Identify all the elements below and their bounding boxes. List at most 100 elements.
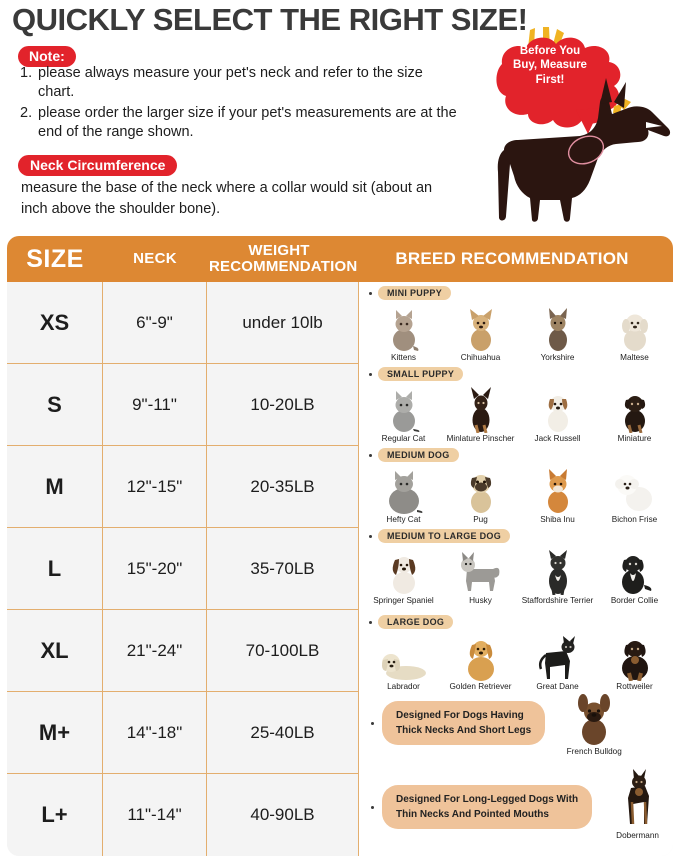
bubble-line-3: First!	[535, 73, 565, 86]
column-header-neck: NECK	[133, 250, 177, 268]
breed-row: Regular Cat Minlature Pinscher	[359, 383, 673, 443]
bubble-line-2: Buy, Measure	[513, 59, 587, 72]
breed-label: Yorkshire	[540, 353, 575, 362]
breed-label: Pug	[473, 515, 488, 524]
bullet-icon	[369, 372, 372, 376]
dog-illustration: Before You Buy, Measure First!	[440, 22, 679, 227]
size-neck-weight-columns: XS 6"-9" under 10lb S 9"-11" 10-20LB M 1…	[7, 282, 358, 856]
breed-item: Minlature Pinscher	[442, 383, 519, 443]
breed-row: Kittens Chihuahua Yorkshir	[359, 302, 673, 362]
breed-label: Minlature Pinscher	[446, 434, 515, 443]
breed-group-tag: LARGE DOG	[378, 615, 454, 629]
breed-group-large-dog: LARGE DOG Labrador	[359, 615, 673, 691]
breed-label: Staffordshire Terrier	[521, 596, 594, 605]
doberman-silhouette-icon	[496, 27, 671, 222]
bubble-text: Before You Buy, Measure First!	[496, 44, 604, 87]
breed-row: Labrador Golden Retriever	[359, 631, 673, 691]
cat-icon	[365, 464, 442, 514]
dog-icon	[596, 464, 673, 514]
table-body: XS 6"-9" under 10lb S 9"-11" 10-20LB M 1…	[7, 282, 673, 856]
cell-weight: 25-40LB	[250, 722, 315, 742]
breed-group-tag: MEDIUM DOG	[378, 448, 459, 462]
collar-measure-line-icon	[567, 135, 605, 165]
column-header-weight: WEIGHT RECOMMENDATION	[207, 243, 358, 275]
special-note-line1: Designed For Dogs Having	[396, 710, 524, 722]
breed-label: Maltese	[620, 353, 649, 362]
breed-recommendation-panel: MINI PUPPY Kittens	[358, 282, 673, 856]
table-row: L+ 11"-14" 40-90LB	[7, 774, 358, 856]
breed-item: Miniature	[596, 383, 673, 443]
breed-item: Husky	[442, 545, 519, 605]
dog-icon	[596, 383, 673, 433]
list-item-text: please always measure your pet's neck an…	[38, 65, 423, 101]
dog-icon	[442, 302, 519, 352]
page-title: QUICKLY SELECT THE RIGHT SIZE!	[12, 2, 528, 37]
breed-label: Border Collie	[610, 596, 659, 605]
breed-group-tag: MEDIUM TO LARGE DOG	[378, 529, 511, 543]
cell-neck: 12"-15"	[103, 446, 207, 527]
cell-weight: 70-100LB	[245, 640, 320, 660]
list-item-number: 2.	[20, 104, 33, 121]
breed-item: Dobermann	[602, 769, 673, 840]
dog-icon	[442, 545, 519, 595]
breed-label: Husky	[469, 596, 492, 605]
breed-label: Miniature	[617, 434, 652, 443]
breed-label: Dobermann	[616, 831, 659, 840]
neck-circumference-description: measure the base of the neck where a col…	[21, 180, 433, 217]
dog-icon	[602, 769, 673, 830]
breed-group-medium-to-large-dog: MEDIUM TO LARGE DOG Springer Spaniel	[359, 529, 673, 605]
breed-group-medium-dog: MEDIUM DOG Hefty Cat	[359, 448, 673, 524]
breed-label: Hefty Cat	[386, 515, 421, 524]
breed-group-header: MEDIUM DOG	[359, 448, 673, 462]
list-item-number: 1.	[20, 65, 33, 81]
table-row: S 9"-11" 10-20LB	[7, 364, 358, 446]
breed-label: Shiba Inu	[540, 515, 575, 524]
breed-row: Hefty Cat Pug Shiba Inu	[359, 464, 673, 524]
breed-item: French Bulldog	[555, 690, 633, 756]
breed-label: Kittens	[390, 353, 417, 362]
dog-icon	[365, 545, 442, 595]
breed-group-header: MINI PUPPY	[359, 286, 673, 300]
dog-icon	[519, 383, 596, 433]
special-row-long-legged: Designed For Long-Legged Dogs With Thin …	[359, 769, 673, 840]
cell-weight: 20-35LB	[250, 476, 315, 496]
dog-body-icon	[497, 78, 671, 222]
cell-neck: 14"-18"	[103, 692, 207, 773]
breed-group-header: MEDIUM TO LARGE DOG	[359, 529, 673, 543]
dog-icon	[596, 302, 673, 352]
bullet-icon	[369, 453, 372, 457]
breed-label: Labrador	[387, 682, 420, 691]
cell-weight: 10-20LB	[250, 394, 315, 414]
dog-icon	[555, 690, 633, 746]
breed-label: Jack Russell	[534, 434, 581, 443]
dog-icon	[365, 631, 442, 681]
dog-icon	[442, 383, 519, 433]
column-header-weight-line2: RECOMMENDATION	[209, 258, 358, 275]
dog-icon	[519, 545, 596, 595]
list-item: 2. please order the larger size if your …	[20, 104, 460, 143]
breed-item: Shiba Inu	[519, 464, 596, 524]
bullet-icon	[369, 620, 372, 624]
cell-weight: 35-70LB	[250, 558, 315, 578]
cell-neck: 15"-20"	[103, 528, 207, 609]
breed-label: Regular Cat	[381, 434, 426, 443]
breed-label: Bichon Frise	[611, 515, 658, 524]
breed-label: Rottweiler	[616, 682, 653, 691]
dog-icon	[519, 631, 596, 681]
breed-item: Yorkshire	[519, 302, 596, 362]
special-note-line2: Thick Necks And Short Legs	[396, 725, 532, 737]
cell-weight: under 10lb	[242, 312, 323, 332]
breed-group-tag: MINI PUPPY	[378, 286, 452, 300]
cat-icon	[365, 383, 442, 433]
cell-size: L+	[7, 774, 103, 856]
special-row-thick-necks: Designed For Dogs Having Thick Necks And…	[359, 690, 673, 756]
breed-group-tag: SMALL PUPPY	[378, 367, 464, 381]
cell-size: S	[7, 364, 103, 445]
bullet-icon	[371, 805, 374, 809]
note-badge: Note:	[18, 46, 76, 67]
column-header-size: SIZE	[26, 244, 84, 273]
breed-item: Great Dane	[519, 631, 596, 691]
cell-size: M	[7, 446, 103, 527]
breed-item: Staffordshire Terrier	[519, 545, 596, 605]
